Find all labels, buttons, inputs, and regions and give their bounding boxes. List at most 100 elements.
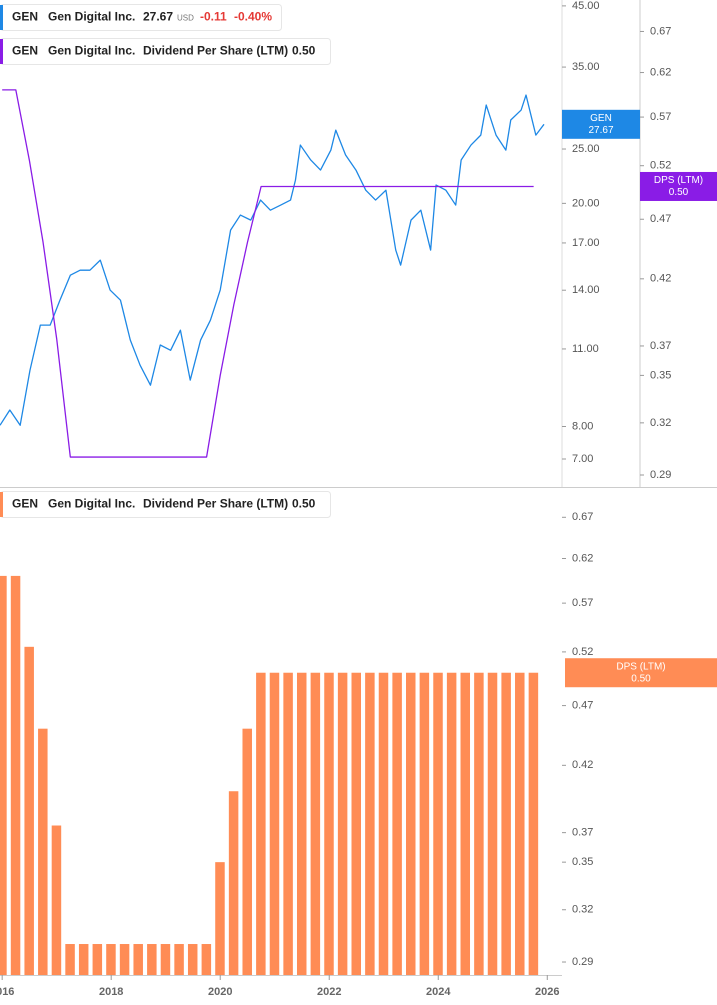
bar xyxy=(174,944,184,975)
y-tick-label: 0.62 xyxy=(572,552,593,564)
y2-tick-label: 0.57 xyxy=(650,111,671,123)
y2-tick-label: 0.52 xyxy=(650,160,671,172)
y2-tick-label: 0.37 xyxy=(650,340,671,352)
legend-value: 0.50 xyxy=(292,44,316,58)
legend-swatch xyxy=(0,5,3,30)
dps-plot xyxy=(0,575,539,975)
y-tick-label: 45.00 xyxy=(572,0,600,12)
bar xyxy=(419,672,430,975)
y-tick-label: 17.00 xyxy=(572,237,600,249)
bar xyxy=(378,672,389,975)
bar xyxy=(256,672,266,975)
bar xyxy=(515,672,525,975)
y-tick-label: 35.00 xyxy=(572,61,600,73)
bar xyxy=(187,944,198,975)
y2-tick-label: 0.29 xyxy=(650,469,671,481)
y2-tick-label: 0.47 xyxy=(650,213,671,225)
legend-metric: Dividend Per Share (LTM) xyxy=(143,44,288,58)
value-badge xyxy=(640,171,717,201)
badge-label: DPS (LTM) xyxy=(654,175,703,186)
bar xyxy=(269,672,280,975)
bar xyxy=(351,672,361,975)
bar xyxy=(51,825,62,975)
bar xyxy=(147,944,157,975)
y-tick-label: 11.00 xyxy=(572,343,599,355)
legend-value: 0.50 xyxy=(292,497,316,511)
bar xyxy=(106,944,116,975)
legend-currency: USD xyxy=(177,14,194,23)
bar xyxy=(65,944,75,975)
bar xyxy=(78,944,89,975)
y-tick-label: 0.57 xyxy=(572,597,593,609)
y2-tick-label: 0.35 xyxy=(650,369,671,381)
legend-swatch xyxy=(0,39,3,64)
bar xyxy=(228,791,239,975)
x-tick-label: 2016 xyxy=(0,986,14,998)
series-line xyxy=(0,94,545,426)
legend-ticker: GEN xyxy=(12,44,38,58)
y2-tick-label: 0.67 xyxy=(650,25,671,37)
x-tick-label: 2018 xyxy=(99,986,123,998)
bar xyxy=(487,672,498,975)
bar xyxy=(446,672,457,975)
legend-swatch xyxy=(0,492,3,517)
bar xyxy=(283,672,293,975)
bar xyxy=(24,646,34,975)
y2-tick-label: 0.32 xyxy=(650,417,671,429)
x-tick-label: 2024 xyxy=(426,986,451,998)
value-badge xyxy=(565,658,717,688)
y-tick-label: 14.00 xyxy=(572,284,600,296)
y-tick-label: 0.37 xyxy=(572,827,593,839)
y-tick-label: 0.52 xyxy=(572,646,593,658)
bar xyxy=(406,672,416,975)
bar xyxy=(433,672,443,975)
bar xyxy=(160,944,171,975)
bar xyxy=(365,672,375,975)
y-tick-label: 8.00 xyxy=(572,420,593,432)
legend-change: -0.11 xyxy=(200,10,227,24)
bar xyxy=(92,944,103,975)
y-tick-label: 0.29 xyxy=(572,956,593,968)
bar xyxy=(324,672,334,975)
bar xyxy=(392,672,402,975)
badge-value: 0.50 xyxy=(631,673,651,684)
y-tick-label: 0.67 xyxy=(572,511,593,523)
y-tick-label: 25.00 xyxy=(572,143,600,155)
bar xyxy=(501,672,511,975)
legend-ticker: GEN xyxy=(12,497,38,511)
bar xyxy=(215,862,225,975)
y2-tick-label: 0.62 xyxy=(650,66,671,78)
bar xyxy=(528,672,539,975)
bar xyxy=(460,672,471,975)
bar xyxy=(133,944,143,975)
bar xyxy=(10,575,21,975)
badge-value: 0.50 xyxy=(669,187,689,198)
x-tick-label: 2022 xyxy=(317,986,341,998)
bar xyxy=(242,728,252,975)
badge-label: GEN xyxy=(590,113,612,124)
legend-name: Gen Digital Inc. xyxy=(48,44,135,58)
badge-value: 27.67 xyxy=(588,125,613,136)
y-tick-label: 0.35 xyxy=(572,856,593,868)
legend-name: Gen Digital Inc. xyxy=(48,10,135,24)
bar xyxy=(310,672,321,975)
y-tick-label: 0.47 xyxy=(572,699,593,711)
bar xyxy=(296,672,307,975)
bar xyxy=(0,575,7,975)
bar xyxy=(119,944,130,975)
price-plot xyxy=(0,89,545,458)
bar xyxy=(201,944,212,975)
y-tick-label: 20.00 xyxy=(572,197,600,209)
series-line xyxy=(2,89,534,458)
legend: GEN Gen Digital Inc. 27.67 USD -0.11 -0.… xyxy=(0,4,331,518)
bar xyxy=(337,672,348,975)
legend-value: 27.67 xyxy=(143,10,173,24)
legend-ticker: GEN xyxy=(12,10,38,24)
y2-tick-label: 0.42 xyxy=(650,273,671,285)
bar xyxy=(474,672,484,975)
badge-label: DPS (LTM) xyxy=(616,661,665,672)
y-tick-label: 0.42 xyxy=(572,759,593,771)
value-badge xyxy=(562,109,640,139)
legend-name: Gen Digital Inc. xyxy=(48,497,135,511)
